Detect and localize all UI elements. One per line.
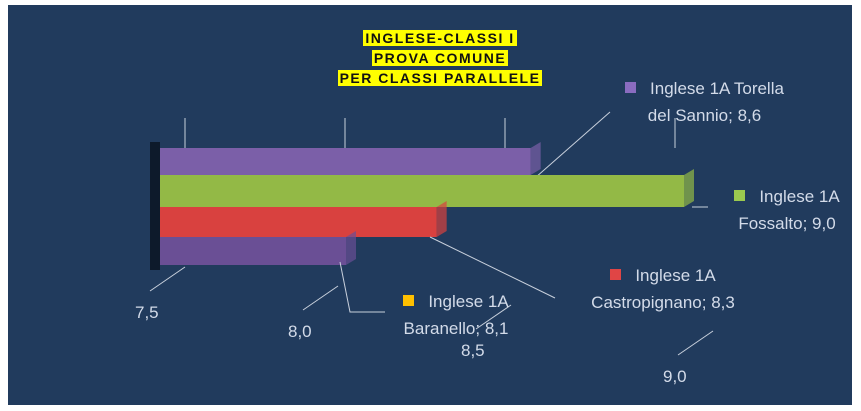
bar-side [530, 142, 541, 175]
leader-line [526, 111, 611, 186]
leader-line [429, 236, 556, 299]
title-text: PROVA COMUNE [371, 50, 509, 66]
bar [160, 207, 437, 237]
title-line: PER CLASSI PARALLELE [300, 68, 580, 88]
x-tick-label: 9,0 [663, 367, 687, 386]
leader-line [339, 261, 385, 313]
x-tick-label: 8,5 [461, 341, 485, 360]
chart-title: INGLESE-CLASSI I PROVA COMUNE PER CLASSI P… [300, 28, 580, 88]
tick-mark [149, 266, 186, 292]
bar [160, 175, 684, 207]
legend-key [734, 190, 746, 201]
bar-side [346, 231, 356, 265]
data-label: Inglese 1A Fossalto; 9,0 [713, 183, 861, 237]
tick-mark [302, 285, 339, 311]
x-tick-label: 8,0 [288, 322, 312, 341]
data-label-text: Inglese 1A Fossalto; 9,0 [738, 187, 840, 233]
bar-side [436, 201, 447, 237]
bar-shadow [150, 142, 160, 270]
data-label-text: Inglese 1A Torella del Sannio; 8,6 [647, 79, 784, 125]
title-line: INGLESE-CLASSI I [300, 28, 580, 48]
data-label: Inglese 1A Castropignano; 8,3 [568, 262, 758, 316]
data-label: Inglese 1A Baranello; 8,1 [372, 288, 540, 342]
bar [160, 148, 531, 175]
data-label-text: Inglese 1A Castropignano; 8,3 [591, 266, 735, 312]
legend-key [625, 82, 637, 93]
legend-key [610, 269, 622, 280]
x-tick-label: 7,5 [135, 303, 159, 322]
data-label-text: Inglese 1A Baranello; 8,1 [403, 292, 509, 338]
bar-side [684, 169, 694, 207]
title-text: INGLESE-CLASSI I [363, 30, 517, 46]
title-text: PER CLASSI PARALLELE [337, 70, 543, 86]
data-label: Inglese 1A Torella del Sannio; 8,6 [622, 75, 787, 129]
tick-mark [677, 330, 714, 356]
legend-key [403, 295, 415, 306]
tick-mark [475, 304, 512, 330]
bar [160, 237, 346, 265]
title-line: PROVA COMUNE [300, 48, 580, 68]
